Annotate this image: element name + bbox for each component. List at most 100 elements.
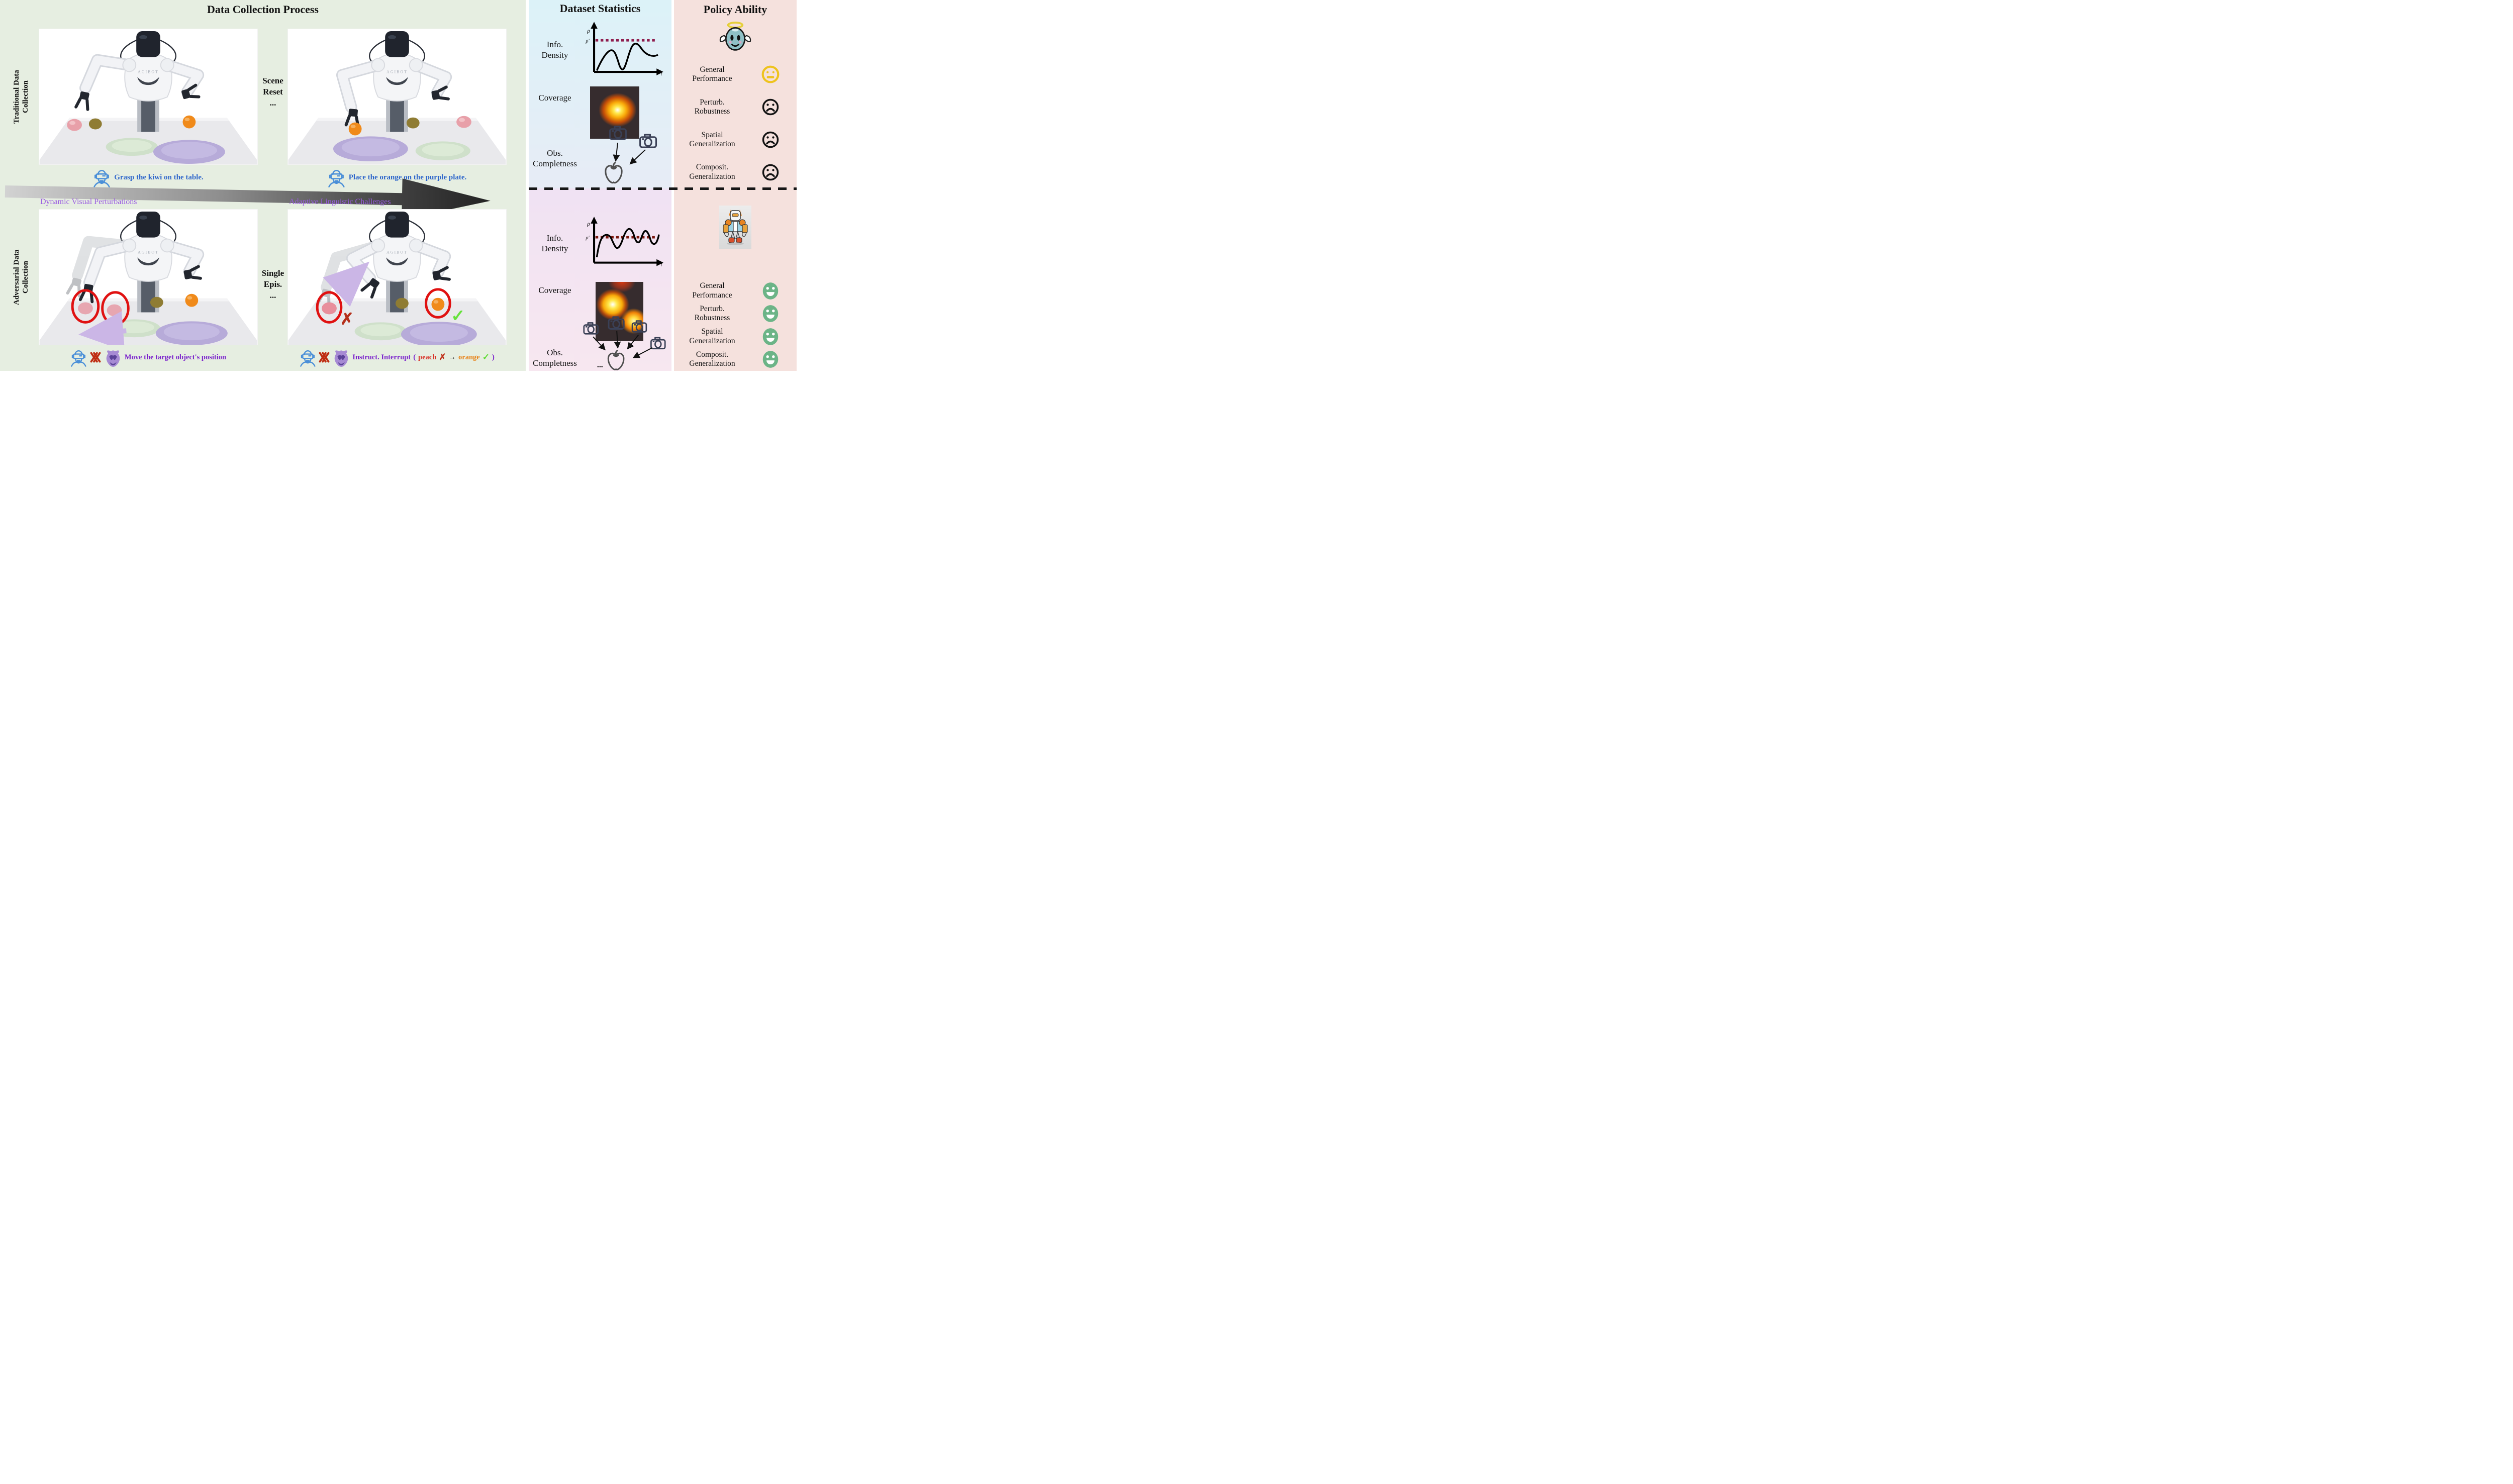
info-density-plot-adversarial: ρ ρ' t — [586, 217, 663, 267]
camera-icon — [608, 316, 625, 330]
happy-face-icon — [750, 304, 791, 324]
halves-divider-dashed-line — [529, 187, 797, 190]
ability-row: Spatial Generalization — [674, 325, 797, 348]
obs-completeness-viz-adversarial: ... — [583, 316, 666, 370]
ability-label: General Performance — [692, 281, 732, 300]
info-density-label: Info. Density — [541, 40, 568, 60]
info-density-plot-traditional: ρ ρ' t — [586, 22, 663, 77]
red-circle-annotation — [316, 291, 343, 324]
caption-text: Grasp the kiwi on the table. — [114, 173, 204, 181]
move-left-arrow — [78, 311, 127, 345]
x-axis-label: t — [660, 71, 662, 77]
ability-row: Perturb. Robustness — [674, 91, 797, 124]
red-cross-out-icon — [319, 352, 330, 363]
ability-label: Composit. Generalization — [689, 350, 735, 368]
devil-emoji-icon — [334, 350, 348, 367]
process-title: Data Collection Process — [207, 3, 319, 16]
row-label-adversarial: Adversarial Data Collection — [13, 249, 30, 305]
ability-row: General Performance — [674, 279, 797, 303]
cross-mark: ✗ — [340, 310, 354, 328]
apple-outline-icon — [607, 350, 625, 370]
ability-row: Composit. Generalization — [674, 348, 797, 371]
row-label-traditional: Traditional Data Collection — [13, 70, 30, 124]
caption-text: Place the orange on the purple plate. — [348, 173, 467, 181]
ability-label: Composit. Generalization — [689, 163, 735, 181]
sad-face-icon — [750, 163, 791, 181]
figure-root: Data Collection Process Traditional Data… — [0, 0, 797, 371]
photo-traditional-grasp-kiwi: AGIBOT — [39, 29, 258, 165]
stats-adversarial-half: Info. Density ρ ρ' t Coverage Obs. Comp — [529, 188, 671, 371]
caption-instruction-interrupt: Instruct. Interrupt ( peach ✗ → orange ✓… — [287, 346, 507, 369]
ability-label: Spatial Generalization — [689, 130, 735, 148]
threshold-label: ρ' — [586, 235, 590, 241]
linguistic-heading: Adaptive Linguistic Challenges — [289, 197, 391, 206]
camera-icon — [583, 322, 599, 335]
camera-icon — [639, 134, 657, 148]
wrong-object-word: peach — [418, 353, 437, 361]
obs-completeness-label: Obs. Completness — [533, 348, 577, 368]
coverage-heatmap-traditional — [590, 86, 639, 139]
x-axis-label: t — [660, 261, 662, 267]
panel-dataset-statistics: Dataset Statistics Info. Density ρ ρ' t … — [529, 0, 671, 371]
happy-face-icon — [750, 281, 791, 301]
y-axis-label: ρ — [587, 28, 590, 34]
obs-completeness-label: Obs. Completness — [533, 148, 577, 169]
coverage-label: Coverage — [538, 285, 571, 295]
caption-prefix: Instruct. Interrupt — [352, 353, 411, 361]
photo-adversarial-instruction-interrupt: AGIBOT — [287, 209, 507, 345]
obs-completeness-viz-traditional — [605, 126, 657, 184]
abilities-adversarial: General Performance Perturb. Robustness — [674, 279, 797, 371]
angel-emoji-icon — [674, 21, 797, 52]
robot-scene-place-orange: AGIBOT — [288, 29, 506, 164]
paren-open: ( — [413, 353, 416, 361]
ability-row: Spatial Generalization — [674, 124, 797, 156]
vr-operator-icon — [300, 350, 316, 367]
caption-grasp-kiwi: Grasp the kiwi on the table. — [39, 166, 258, 189]
robot-brand-text: AGIBOT — [138, 69, 159, 74]
ability-label: Perturb. Robustness — [694, 304, 730, 323]
panel-policy-ability: Policy Ability General Performance — [674, 0, 797, 371]
robot-brand-text: AGIBOT — [138, 250, 159, 254]
ability-label: Perturb. Robustness — [694, 97, 730, 116]
abilities-traditional: General Performance Perturb. Robustness — [674, 58, 797, 188]
happy-face-icon — [750, 327, 791, 347]
camera-icon — [631, 320, 647, 333]
photo-traditional-place-orange: AGIBOT — [287, 29, 507, 165]
panel-data-collection-process: Data Collection Process Traditional Data… — [0, 0, 526, 371]
density-curve — [596, 43, 658, 71]
ability-row: Perturb. Robustness — [674, 303, 797, 326]
camera-icon — [609, 126, 627, 140]
vr-operator-icon — [328, 170, 345, 187]
check-mark: ✓ — [451, 307, 465, 325]
ability-row: General Performance — [674, 58, 797, 91]
robot-brand-text: AGIBOT — [386, 250, 408, 254]
info-density-label: Info. Density — [541, 233, 568, 254]
retarget-arrow — [323, 261, 370, 307]
caption-place-orange: Place the orange on the purple plate. — [287, 166, 507, 189]
check-mark: ✓ — [482, 352, 490, 362]
camera-icon — [650, 337, 666, 350]
ability-row: Composit. Generalization — [674, 156, 797, 188]
scene-reset-label: Scene Reset ... — [262, 76, 283, 108]
red-circle-annotation — [425, 288, 451, 319]
y-axis-label: ρ — [587, 221, 590, 227]
ability-label: General Performance — [692, 65, 732, 83]
ability-label: Spatial Generalization — [689, 327, 735, 345]
robot-scene-move-object: AGIBOT — [39, 210, 257, 345]
correct-object-word: orange — [458, 353, 480, 361]
process-flow-arrow — [5, 178, 491, 220]
robot-scene-instruction-interrupt: AGIBOT — [288, 210, 506, 345]
robot-brand-text: AGIBOT — [386, 69, 408, 74]
coverage-label: Coverage — [538, 93, 571, 103]
neutral-face-icon — [750, 65, 791, 84]
density-curve — [596, 228, 660, 257]
apple-outline-icon — [605, 162, 623, 184]
vr-operator-icon — [71, 350, 86, 367]
caption-move-object: Move the target object's position — [39, 346, 258, 369]
happy-face-icon — [750, 349, 791, 369]
vr-operator-icon — [93, 170, 110, 187]
ellipsis-text: ... — [597, 361, 603, 369]
photo-adversarial-move-object: AGIBOT — [39, 209, 258, 345]
devil-emoji-icon — [106, 350, 120, 367]
paren-close: ) — [492, 353, 495, 361]
